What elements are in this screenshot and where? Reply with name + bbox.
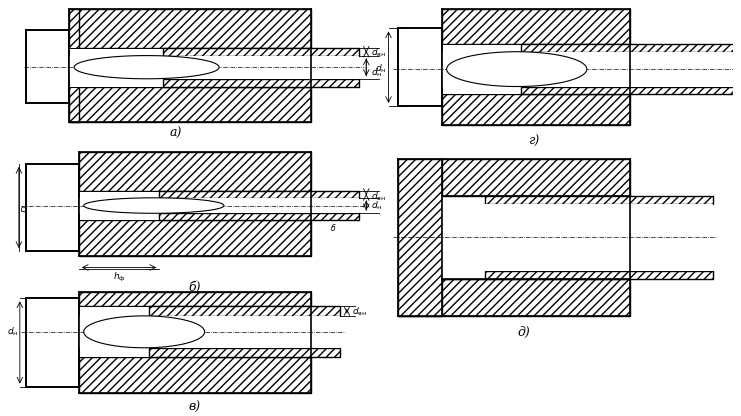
Text: а): а) xyxy=(170,127,182,140)
Polygon shape xyxy=(79,220,311,256)
Polygon shape xyxy=(521,87,741,94)
Polygon shape xyxy=(442,94,631,125)
Polygon shape xyxy=(84,316,205,348)
Polygon shape xyxy=(442,9,631,44)
Polygon shape xyxy=(398,159,631,196)
Text: $d_{\rm н}$: $d_{\rm н}$ xyxy=(375,63,387,75)
Polygon shape xyxy=(485,271,713,279)
Polygon shape xyxy=(163,79,359,87)
Polygon shape xyxy=(447,52,587,87)
Polygon shape xyxy=(150,306,340,316)
Text: $d_{\rm вн}$: $d_{\rm вн}$ xyxy=(371,190,386,203)
Polygon shape xyxy=(79,292,311,306)
Polygon shape xyxy=(159,191,359,198)
Polygon shape xyxy=(485,196,713,203)
Polygon shape xyxy=(79,357,311,393)
Polygon shape xyxy=(398,279,631,316)
Polygon shape xyxy=(26,298,79,386)
Polygon shape xyxy=(69,87,311,122)
Polygon shape xyxy=(442,52,741,87)
Polygon shape xyxy=(398,28,442,106)
Polygon shape xyxy=(521,44,741,52)
Text: в): в) xyxy=(189,401,201,414)
Polygon shape xyxy=(69,48,311,87)
Text: $h_{\rm ф}$: $h_{\rm ф}$ xyxy=(113,271,125,285)
Polygon shape xyxy=(79,152,311,191)
Polygon shape xyxy=(442,196,631,279)
Polygon shape xyxy=(79,191,311,220)
Text: $D_{\rm ф}$: $D_{\rm ф}$ xyxy=(21,198,34,213)
Polygon shape xyxy=(79,198,359,213)
Polygon shape xyxy=(69,56,359,79)
Polygon shape xyxy=(69,9,79,122)
Polygon shape xyxy=(26,30,69,103)
Polygon shape xyxy=(74,56,219,79)
Polygon shape xyxy=(84,198,224,213)
Polygon shape xyxy=(79,316,340,348)
Text: $d_{\rm н}$: $d_{\rm н}$ xyxy=(371,199,382,212)
Polygon shape xyxy=(442,44,631,94)
Text: $d_{\rm вн}$: $d_{\rm вн}$ xyxy=(352,305,367,318)
Text: $d_{\rm н}$: $d_{\rm н}$ xyxy=(7,326,18,338)
Polygon shape xyxy=(442,203,713,271)
Text: б): б) xyxy=(189,281,202,294)
Polygon shape xyxy=(79,306,311,357)
Polygon shape xyxy=(69,9,311,48)
Polygon shape xyxy=(398,159,442,316)
Polygon shape xyxy=(163,48,359,56)
Polygon shape xyxy=(26,164,79,251)
Polygon shape xyxy=(150,348,340,357)
Polygon shape xyxy=(159,213,359,220)
Text: г): г) xyxy=(528,135,539,148)
Text: $б$: $б$ xyxy=(330,222,337,233)
Text: $d_{\rm н}$: $d_{\rm н}$ xyxy=(371,66,382,79)
Text: д): д) xyxy=(518,326,531,339)
Text: $d_{\rm вн}$: $d_{\rm вн}$ xyxy=(371,47,386,59)
